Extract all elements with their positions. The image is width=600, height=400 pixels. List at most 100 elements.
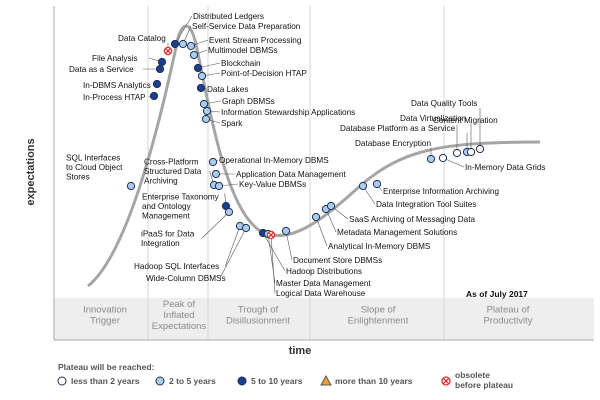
x-axis-title: time bbox=[289, 345, 312, 357]
operational-in-memory-dbms-marker bbox=[208, 157, 218, 167]
point-of-decision-htap-label: Point-of-Decision HTAP bbox=[221, 69, 307, 78]
application-data-management-label: Application Data Management bbox=[236, 170, 346, 179]
leader-line bbox=[315, 216, 328, 247]
data-virtualization-label: Data Virtualization bbox=[400, 114, 467, 123]
self-service-data-preparation-marker bbox=[178, 39, 188, 49]
file-analysis-marker bbox=[157, 57, 167, 67]
operational-in-memory-dbms-label: Operational In-Memory DBMS bbox=[219, 156, 329, 165]
data-quality-tools-marker bbox=[475, 144, 485, 154]
in-process-htap-label: In-Process HTAP bbox=[83, 93, 146, 102]
data-virtualization-marker bbox=[466, 147, 476, 157]
phase-label: Plateau of bbox=[487, 305, 530, 316]
content-migration-label: Content Migration bbox=[433, 116, 498, 125]
ipaas-for-data-integration-marker bbox=[224, 207, 234, 217]
information-stewardship-applications-marker bbox=[202, 106, 212, 116]
as-of-date: As of July 2017 bbox=[466, 289, 528, 299]
hype-curve bbox=[87, 24, 541, 288]
logical-data-warehouse-marker bbox=[266, 230, 276, 240]
phase-label: Inflated bbox=[163, 310, 194, 321]
enterprise-information-archiving-marker bbox=[372, 179, 382, 189]
sql-interfaces-to-cloud-object-stores-marker bbox=[126, 181, 136, 191]
hadoop-sql-interfaces-label: Hadoop SQL Interfaces bbox=[134, 262, 219, 271]
legend-label: 2 to 5 years bbox=[169, 376, 216, 386]
cross-platform-structured-data-archiving-label: Cross-Platform Structured Data Archiving bbox=[144, 158, 202, 186]
application-data-management-marker bbox=[211, 169, 221, 179]
wide-column-dbmss-marker bbox=[241, 223, 251, 233]
leader-line bbox=[262, 232, 286, 272]
phase-label: Slope of bbox=[361, 305, 396, 316]
wide-column-dbmss-label: Wide-Column DBMSs bbox=[146, 274, 226, 283]
saas-archiving-of-messaging-data-label: SaaS Archiving of Messaging Data bbox=[349, 215, 476, 224]
information-stewardship-applications-label: Information Stewardship Applications bbox=[221, 108, 355, 117]
hadoop-distributions-label: Hadoop Distributions bbox=[286, 267, 362, 276]
point-of-decision-htap-marker bbox=[197, 71, 207, 81]
phase-dividers bbox=[147, 6, 445, 340]
data-lakes-label: Data Lakes bbox=[207, 85, 248, 94]
sql-interfaces-to-cloud-object-stores-label: SQL Interfaces to Cloud Object Stores bbox=[66, 154, 123, 182]
document-store-dbmss-marker bbox=[281, 226, 291, 236]
content-migration-marker bbox=[452, 148, 462, 158]
data-as-a-service-label: Data as a Service bbox=[69, 65, 134, 74]
phase-label: Disillusionment bbox=[226, 316, 290, 327]
leader-line bbox=[174, 15, 193, 45]
data-quality-tools-label: Data Quality Tools bbox=[411, 99, 477, 108]
analytical-in-memory-dbms-marker bbox=[311, 212, 321, 222]
enterprise-taxonomy-and-ontology-management-label: Enterprise Taxonomy and Ontology Managemen… bbox=[142, 193, 220, 221]
technology-labels: SQL Interfaces to Cloud Object Stores In-Pr… bbox=[66, 12, 546, 298]
phase-label: Productivity bbox=[483, 316, 532, 327]
leader-line bbox=[201, 211, 230, 239]
leader-line bbox=[225, 225, 241, 267]
distributed-ledgers-marker bbox=[170, 39, 180, 49]
legend: less than 2 years 2 to 5 years 5 to 10 yea… bbox=[57, 370, 513, 390]
5-to-10-years-legend-icon bbox=[237, 376, 247, 386]
technology-markers bbox=[126, 39, 485, 240]
phase-label: Trough of bbox=[238, 305, 279, 316]
less-than-2-years-legend-icon bbox=[57, 376, 67, 386]
2-to-5-years-legend-icon bbox=[155, 376, 165, 386]
legend-label: less than 2 years bbox=[71, 376, 140, 386]
graph-dbmss-label: Graph DBMSs bbox=[222, 97, 275, 106]
data-as-a-service-marker bbox=[155, 64, 165, 74]
analytical-in-memory-dbms-label: Analytical In-Memory DBMS bbox=[328, 242, 431, 251]
document-store-dbmss-label: Document Store DBMSs bbox=[293, 256, 382, 265]
phase-band bbox=[54, 298, 594, 340]
leader-line bbox=[270, 234, 276, 294]
self-service-data-preparation-label: Self-Service Data Preparation bbox=[192, 22, 301, 31]
leader-line bbox=[285, 230, 293, 261]
multimodel-dbmss-marker bbox=[189, 50, 199, 60]
enterprise-information-archiving-label: Enterprise Information Archiving bbox=[383, 187, 499, 196]
key-value-dbmss-label: Key-Value DBMSs bbox=[239, 180, 306, 189]
in-process-htap-marker bbox=[149, 91, 159, 101]
legend-label: 5 to 10 years bbox=[251, 376, 303, 386]
distributed-ledgers-label: Distributed Ledgers bbox=[193, 12, 264, 21]
phase-label: Peak of bbox=[163, 299, 196, 310]
data-catalog-marker bbox=[163, 46, 173, 56]
legend-label: more than 10 years bbox=[335, 376, 413, 386]
phase-label: Expectations bbox=[152, 321, 207, 332]
key-value-dbmss-marker bbox=[214, 181, 224, 191]
database-encryption-label: Database Encryption bbox=[355, 139, 431, 148]
phase-label: Innovation bbox=[83, 305, 127, 316]
data-lakes-marker bbox=[196, 83, 206, 93]
legend-label: obsolete before plateau bbox=[455, 370, 513, 390]
data-integration-tool-suites-label: Data Integration Tool Suites bbox=[376, 200, 476, 209]
logical-data-warehouse-label: Logical Data Warehouse bbox=[276, 289, 366, 298]
phase-label: Enlightenment bbox=[348, 316, 409, 327]
graph-dbmss-marker bbox=[199, 99, 209, 109]
blockchain-marker bbox=[193, 63, 203, 73]
leader-line bbox=[325, 208, 337, 233]
database-encryption-marker bbox=[426, 154, 436, 164]
metadata-management-solutions-label: Metadata Management Solutions bbox=[337, 228, 457, 237]
spark-label: Spark bbox=[221, 119, 243, 128]
blockchain-label: Blockchain bbox=[221, 59, 261, 68]
spark-marker bbox=[201, 114, 211, 124]
in-dbms-analytics-label: In-DBMS Analytics bbox=[83, 81, 151, 90]
phase-label: Trigger bbox=[90, 316, 120, 327]
saas-archiving-of-messaging-data-marker bbox=[326, 201, 336, 211]
data-integration-tool-suites-marker bbox=[358, 181, 368, 191]
data-catalog-label: Data Catalog bbox=[118, 34, 166, 43]
legend-title: Plateau will be reached: bbox=[58, 362, 155, 372]
